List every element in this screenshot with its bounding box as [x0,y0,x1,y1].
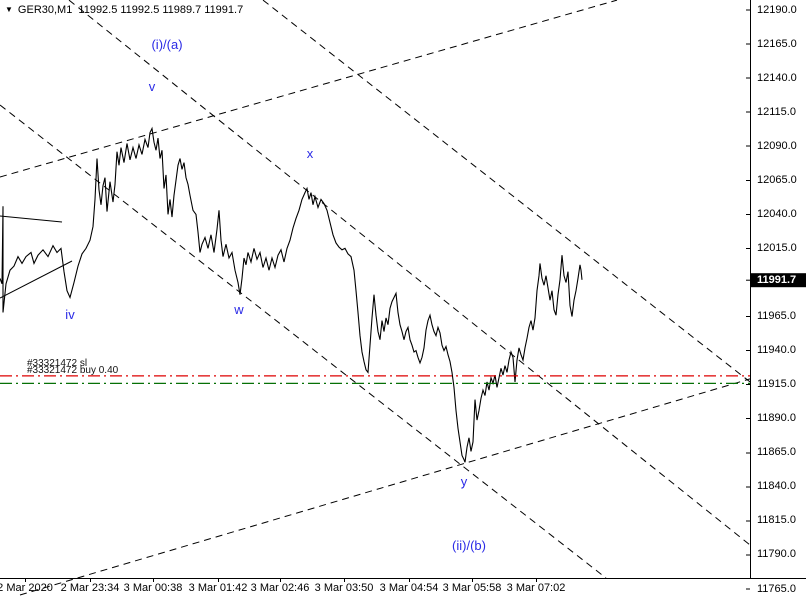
symbol-dropdown-icon[interactable]: ▼ [5,5,13,14]
price-axis-label: 11965.0 [757,310,796,323]
time-axis-label: 3 Mar 05:58 [442,582,502,594]
time-axis-label: 3 Mar 02:46 [250,582,310,594]
price-axis-label: 12090.0 [757,139,797,152]
price-axis-label: 11790.0 [757,548,796,561]
price-axis-label: 11940.0 [757,344,796,357]
price-axis-label: 12190.0 [757,3,797,16]
price-axis-label: 12165.0 [757,37,797,50]
trendline-descending-channel-upper[interactable] [68,0,751,546]
trendline-wedge-line-upper[interactable] [0,215,63,223]
trendline-ascending-line-upper[interactable] [0,0,618,178]
time-axis-label: 3 Mar 04:54 [379,582,439,594]
chart-header: ▼ GER30,M1 11992.5 11992.5 11989.7 11991.7 [5,4,246,16]
wave-label-ia[interactable]: (i)/(a) [151,37,183,52]
price-axis-label: 11765.0 [757,582,796,595]
ohlc-open: 11992.5 [78,4,118,16]
price-axis-label: 12140.0 [757,71,797,84]
trendline-descending-channel-middle[interactable] [262,0,751,383]
time-axis-label: 2 Mar 2020 [0,582,53,594]
wave-label-iib[interactable]: (ii)/(b) [452,537,486,553]
trendline-ascending-line-lower[interactable] [19,378,751,596]
time-axis-label: 3 Mar 01:42 [188,582,248,594]
ohlc-low: 11989.7 [162,4,202,16]
symbol-period-label: GER30,M1 [17,4,73,16]
current-price-tag [751,273,806,288]
price-axis-label: 12040.0 [757,207,797,220]
wave-label-y[interactable]: y [460,473,468,489]
price-axis-label: 12015.0 [757,241,797,254]
price-axis-label: 11840.0 [757,480,796,493]
ohlc-high: 11992.5 [120,4,160,16]
price-axis-label: 11915.0 [757,378,796,391]
order-line-label-sl: #33321472 sl [27,357,88,369]
price-line[interactable] [0,126,583,463]
ohlc-close: 11991.7 [204,4,244,16]
wave-label-x[interactable]: x [306,146,314,161]
trendline-descending-channel-lower[interactable] [0,104,607,579]
time-axis-label: 3 Mar 03:50 [314,582,374,594]
price-axis-label: 11865.0 [757,446,796,459]
time-axis-label: 3 Mar 07:02 [506,582,566,594]
wave-label-w[interactable]: w [234,302,244,317]
current-price-tag-text: 11991.7 [757,273,797,286]
time-axis-label: 2 Mar 23:34 [60,582,120,594]
time-axis-label: 3 Mar 00:38 [123,582,183,594]
wave-label-iv[interactable]: iv [65,307,75,323]
price-axis-label: 11815.0 [757,514,796,527]
order-line-label-buy: #33321472 buy 0.40 [27,365,119,377]
price-axis-label: 11890.0 [757,412,796,425]
trendline-wedge-line-lower[interactable] [0,260,73,299]
price-axis-label: 12115.0 [757,105,796,118]
price-axis-label: 12065.0 [757,173,797,186]
wave-label-v[interactable]: v [148,78,156,94]
